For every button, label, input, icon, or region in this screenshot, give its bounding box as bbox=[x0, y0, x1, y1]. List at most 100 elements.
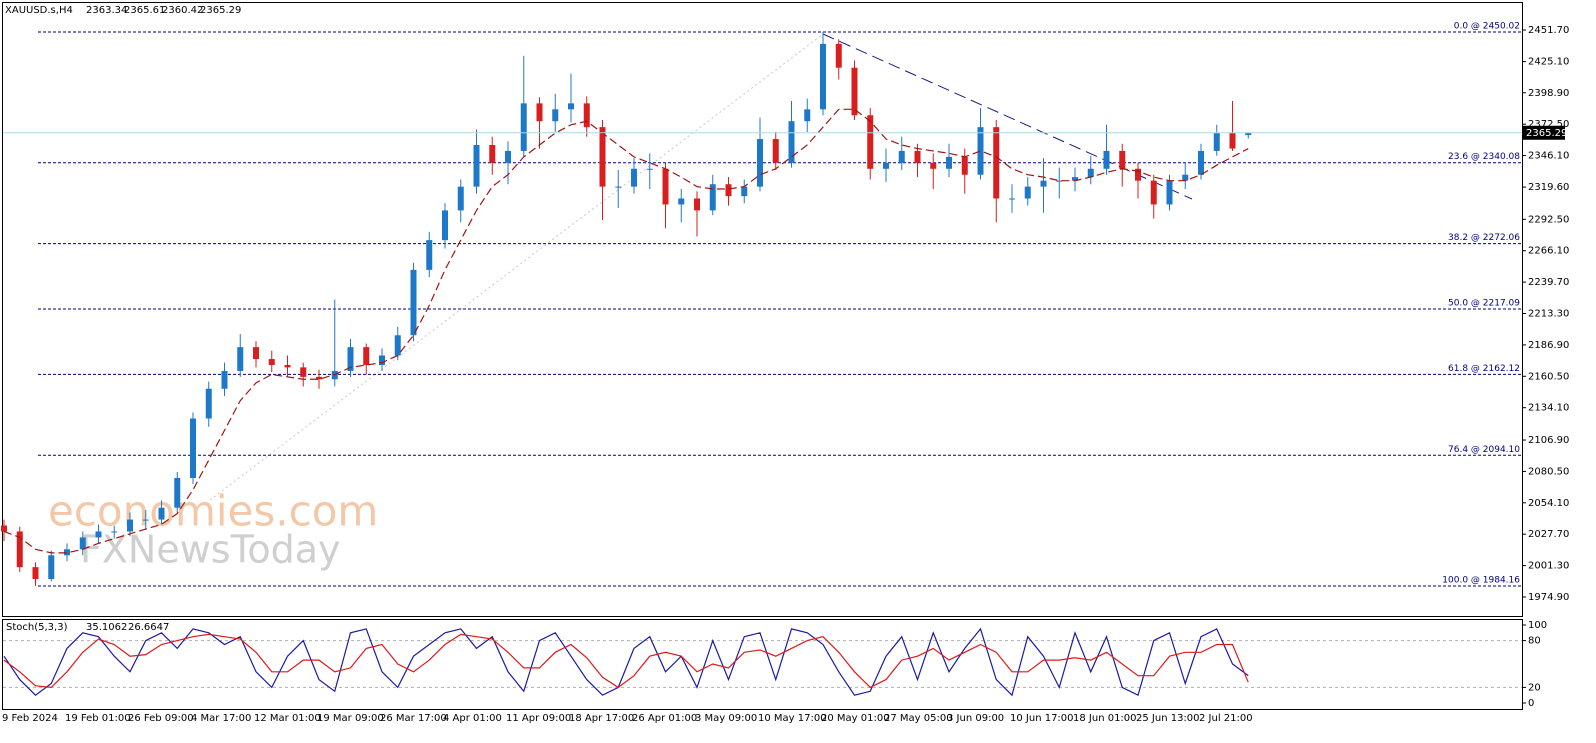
candle-body bbox=[505, 150, 511, 163]
fib-diagonal bbox=[209, 33, 824, 501]
candle-body bbox=[1150, 180, 1157, 205]
candle-body bbox=[1040, 180, 1047, 187]
candle-body bbox=[79, 537, 86, 550]
x-tick-label: 3 May 09:00 bbox=[695, 713, 757, 724]
candle-body bbox=[489, 144, 496, 163]
stoch-line bbox=[3, 633, 1249, 689]
candle-body bbox=[1009, 198, 1015, 200]
stoch-d-value: 26.6647 bbox=[128, 622, 169, 633]
x-tick-label: 19 Mar 09:00 bbox=[317, 713, 384, 724]
candle-body bbox=[946, 156, 952, 169]
candle-body bbox=[615, 186, 622, 188]
candle-body bbox=[851, 67, 858, 116]
candle-body bbox=[1135, 168, 1141, 181]
candle-body bbox=[379, 355, 385, 365]
candle-body bbox=[725, 184, 732, 197]
candle-body bbox=[820, 43, 826, 110]
current-price-label: 2365.29 bbox=[1526, 128, 1567, 139]
candle-body bbox=[64, 549, 70, 556]
candle-body bbox=[158, 507, 165, 520]
x-tick-label: 20 May 01:00 bbox=[821, 713, 890, 724]
y-tick-label: 1974.90 bbox=[1528, 592, 1569, 603]
candle-body bbox=[1213, 133, 1220, 151]
candle-body bbox=[473, 144, 480, 187]
y-tick-label: 2160.50 bbox=[1528, 371, 1569, 382]
candle-body bbox=[1056, 180, 1063, 182]
candle-body bbox=[300, 367, 307, 377]
main-panel-frame bbox=[2, 2, 1523, 617]
candle-body bbox=[457, 186, 464, 211]
x-tick-label: 18 Jun 01:00 bbox=[1073, 713, 1137, 724]
watermark: FXNewsToday bbox=[80, 528, 340, 572]
fib-level-label: 0.0 @ 2450.02 bbox=[1454, 21, 1520, 31]
stoch-panel-frame bbox=[2, 619, 1523, 710]
candle-body bbox=[552, 109, 559, 122]
candle-body bbox=[961, 156, 968, 175]
fib-level-label: 38.2 @ 2272.06 bbox=[1448, 233, 1520, 243]
candle-body bbox=[410, 269, 417, 336]
candle-body bbox=[1024, 186, 1031, 199]
y-tick-label: 2134.10 bbox=[1528, 403, 1569, 414]
candle-body bbox=[1245, 132, 1252, 136]
stoch-title: Stoch(5,3,3) bbox=[6, 622, 68, 633]
y-tick-label: 2319.60 bbox=[1528, 182, 1569, 193]
candle-body bbox=[631, 168, 637, 187]
symbol-title: XAUUSD.s,H4 bbox=[5, 5, 73, 16]
current-price-box bbox=[1523, 125, 1565, 140]
y-tick-label: 0 bbox=[1528, 698, 1534, 709]
candle-body bbox=[237, 347, 244, 371]
y-tick-label: 2266.10 bbox=[1528, 246, 1569, 257]
y-tick-label: 2080.50 bbox=[1528, 466, 1569, 477]
header-close: 2365.29 bbox=[200, 5, 241, 16]
x-tick-label: 4 Mar 17:00 bbox=[191, 713, 251, 724]
x-tick-label: 26 Feb 09:00 bbox=[128, 713, 194, 724]
candle-body bbox=[1103, 150, 1110, 169]
candle-body bbox=[772, 139, 779, 163]
candle-body bbox=[867, 115, 874, 169]
y-tick-label: 2186.90 bbox=[1528, 340, 1569, 351]
y-tick-label: 2001.30 bbox=[1528, 561, 1569, 572]
fib-level-label: 100.0 @ 1984.16 bbox=[1442, 575, 1520, 585]
candle-body bbox=[741, 186, 748, 197]
candle-body bbox=[788, 121, 795, 163]
x-tick-label: 9 Feb 2024 bbox=[2, 713, 58, 724]
candle-body bbox=[1072, 177, 1078, 181]
candle-body bbox=[694, 198, 700, 211]
y-tick-label: 20 bbox=[1528, 682, 1541, 693]
fib-level-label: 23.6 @ 2340.08 bbox=[1448, 152, 1520, 162]
candle-body bbox=[347, 347, 354, 371]
y-tick-label: 2027.70 bbox=[1528, 529, 1569, 540]
y-tick-label: 2106.90 bbox=[1528, 435, 1569, 446]
y-tick-label: 2398.90 bbox=[1528, 88, 1569, 99]
candle-body bbox=[930, 162, 937, 169]
x-tick-label: 26 Apr 01:00 bbox=[632, 713, 697, 724]
candle-body bbox=[111, 531, 118, 533]
x-tick-label: 25 Jun 13:00 bbox=[1136, 713, 1200, 724]
candle-body bbox=[914, 150, 921, 163]
y-tick-label: 2346.10 bbox=[1528, 151, 1569, 162]
fib-level-label: 76.4 @ 2094.10 bbox=[1448, 445, 1520, 455]
x-tick-label: 10 Jun 17:00 bbox=[1010, 713, 1074, 724]
candle-body bbox=[536, 103, 543, 122]
candle-body bbox=[268, 359, 275, 365]
moving-average bbox=[3, 108, 1249, 554]
x-tick-label: 3 Jun 09:00 bbox=[947, 713, 1004, 724]
candle-body bbox=[804, 109, 811, 122]
candle-body bbox=[520, 103, 527, 151]
fib-level-label: 50.0 @ 2217.09 bbox=[1448, 298, 1520, 308]
candle-body bbox=[394, 335, 401, 356]
candle-body bbox=[835, 43, 842, 68]
candle-body bbox=[284, 364, 291, 368]
candle-body bbox=[95, 531, 102, 538]
x-tick-label: 27 May 05:00 bbox=[884, 713, 953, 724]
candle-body bbox=[363, 347, 370, 365]
header-open: 2363.34 bbox=[86, 5, 127, 16]
candle-body bbox=[1119, 150, 1126, 169]
candle-body bbox=[646, 168, 653, 170]
y-tick-label: 2372.50 bbox=[1528, 119, 1569, 130]
y-tick-label: 80 bbox=[1528, 636, 1541, 647]
candle-body bbox=[993, 127, 1000, 199]
x-tick-label: 4 Apr 01:00 bbox=[443, 713, 502, 724]
y-tick-label: 100 bbox=[1528, 620, 1547, 631]
